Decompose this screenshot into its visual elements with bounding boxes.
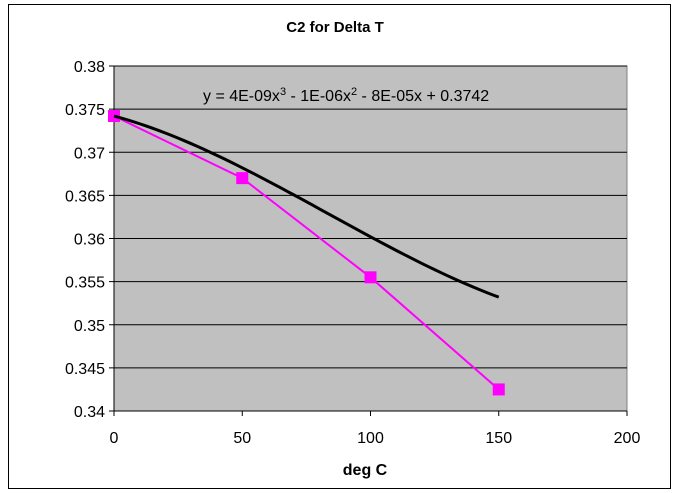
equation-suffix: - 8E-05x + 0.3742 bbox=[357, 88, 489, 105]
y-tick-label: 0.37 bbox=[74, 145, 105, 162]
y-tick-label: 0.365 bbox=[65, 188, 105, 205]
x-tick-label: 150 bbox=[485, 430, 512, 447]
series-line bbox=[113, 115, 500, 391]
y-tick-label: 0.38 bbox=[74, 59, 105, 76]
y-tick-label: 0.34 bbox=[74, 404, 105, 421]
equation-exp1: 3 bbox=[280, 86, 286, 98]
chart-frame: C2 for Delta T 0.34 0.345 0.35 0.355 0.36 0.3… bbox=[8, 4, 671, 489]
chart-svg: C2 for Delta T 0.340.3450.350.3550.360.3… bbox=[65, 19, 641, 479]
y-tick-label: 0.35 bbox=[74, 318, 105, 335]
equation-mid: - 1E-06x bbox=[286, 88, 351, 105]
equation-prefix: y = 4E-09x bbox=[203, 88, 280, 105]
y-tick-label: 0.345 bbox=[65, 361, 105, 378]
equation-exp2: 2 bbox=[351, 86, 357, 98]
y-tick-label: 0.36 bbox=[74, 232, 105, 249]
y-tick-label: 0.375 bbox=[65, 102, 105, 119]
y-tick-label: 0.355 bbox=[65, 275, 105, 292]
x-axis-title: deg C bbox=[343, 462, 388, 479]
x-axis-ticks: 0 50 100 150 200 bbox=[110, 411, 641, 447]
x-tick-label: 200 bbox=[614, 430, 641, 447]
trendline-equation: y = 4E-09x3 - 1E-06x2 - 8E-05x + 0.3742 bbox=[203, 86, 489, 105]
x-tick-label: 50 bbox=[233, 430, 251, 447]
gridlines bbox=[114, 65, 627, 369]
trendline bbox=[113, 114, 500, 299]
x-tick-label: 100 bbox=[357, 430, 384, 447]
x-tick-label: 0 bbox=[110, 430, 119, 447]
chart-title: C2 for Delta T bbox=[286, 19, 384, 36]
y-axis-ticks: 0.34 0.345 0.35 0.355 0.36 0.365 0.37 0.375 0.38 bbox=[65, 59, 114, 421]
